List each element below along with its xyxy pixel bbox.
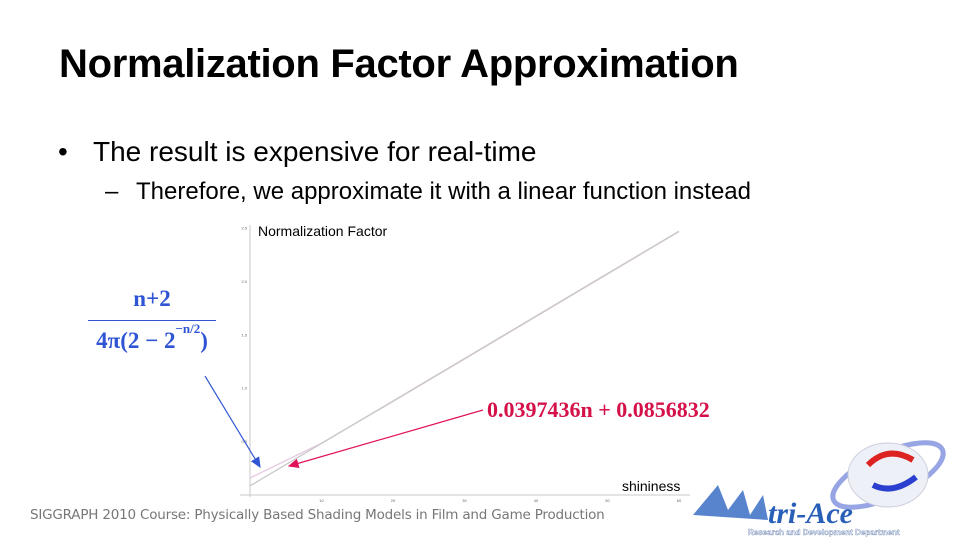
bullet-2-text: Therefore, we approximate it with a line…	[136, 178, 751, 205]
denominator-prefix: 4π(2 − 2	[96, 327, 176, 353]
approx-line	[249, 230, 680, 487]
x-tick-label: 50	[605, 498, 610, 503]
bullet-1-text: The result is expensive for real-time	[93, 136, 537, 167]
svg-text:tri-Ace: tri-Ace	[768, 497, 853, 530]
approx-formula-arrow	[287, 409, 484, 468]
exact-formula-arrow	[204, 375, 261, 469]
bullet-marker: •	[58, 136, 68, 167]
x-axis-label: shininess	[622, 478, 681, 494]
sub-bullet-marker: –	[105, 178, 119, 205]
formula-denominator: 4π(2 − 2−n/2)	[96, 321, 208, 353]
x-tick-label: 60	[677, 498, 682, 503]
bullet-2: – Therefore, we approximate it with a lin…	[105, 178, 751, 206]
slide-title: Normalization Factor Approximation	[59, 42, 739, 86]
denominator-suffix: )	[200, 327, 208, 353]
exact-formula: n+2 4π(2 − 2−n/2)	[88, 286, 216, 354]
denominator-exponent: −n/2	[175, 321, 201, 336]
x-tick-label: 40	[534, 498, 539, 503]
y-axis-label: Normalization Factor	[258, 223, 388, 239]
y-tick-label: 1.5	[241, 332, 247, 337]
x-tick-label: 20	[391, 498, 396, 503]
fraction-bar	[88, 320, 216, 321]
x-tick-label: 10	[319, 498, 324, 503]
svg-text:Research and Development Depar: Research and Development Department	[748, 528, 900, 537]
exact-curve-line	[249, 230, 680, 479]
y-tick-label: 1.0	[241, 386, 247, 391]
y-tick-label: 2.0	[241, 279, 247, 284]
y-tick-label: 2.5	[241, 226, 247, 231]
x-tick-label: 30	[462, 498, 467, 503]
tri-ace-logo: tri-Ace Research and Development Departm…	[693, 440, 946, 537]
approx-formula: 0.0397436n + 0.0856832	[487, 397, 710, 422]
bullet-1: • The result is expensive for real-time	[58, 136, 537, 168]
footer: SIGGRAPH 2010 Course: Physically Based S…	[30, 507, 605, 523]
formula-numerator: n+2	[133, 286, 171, 311]
